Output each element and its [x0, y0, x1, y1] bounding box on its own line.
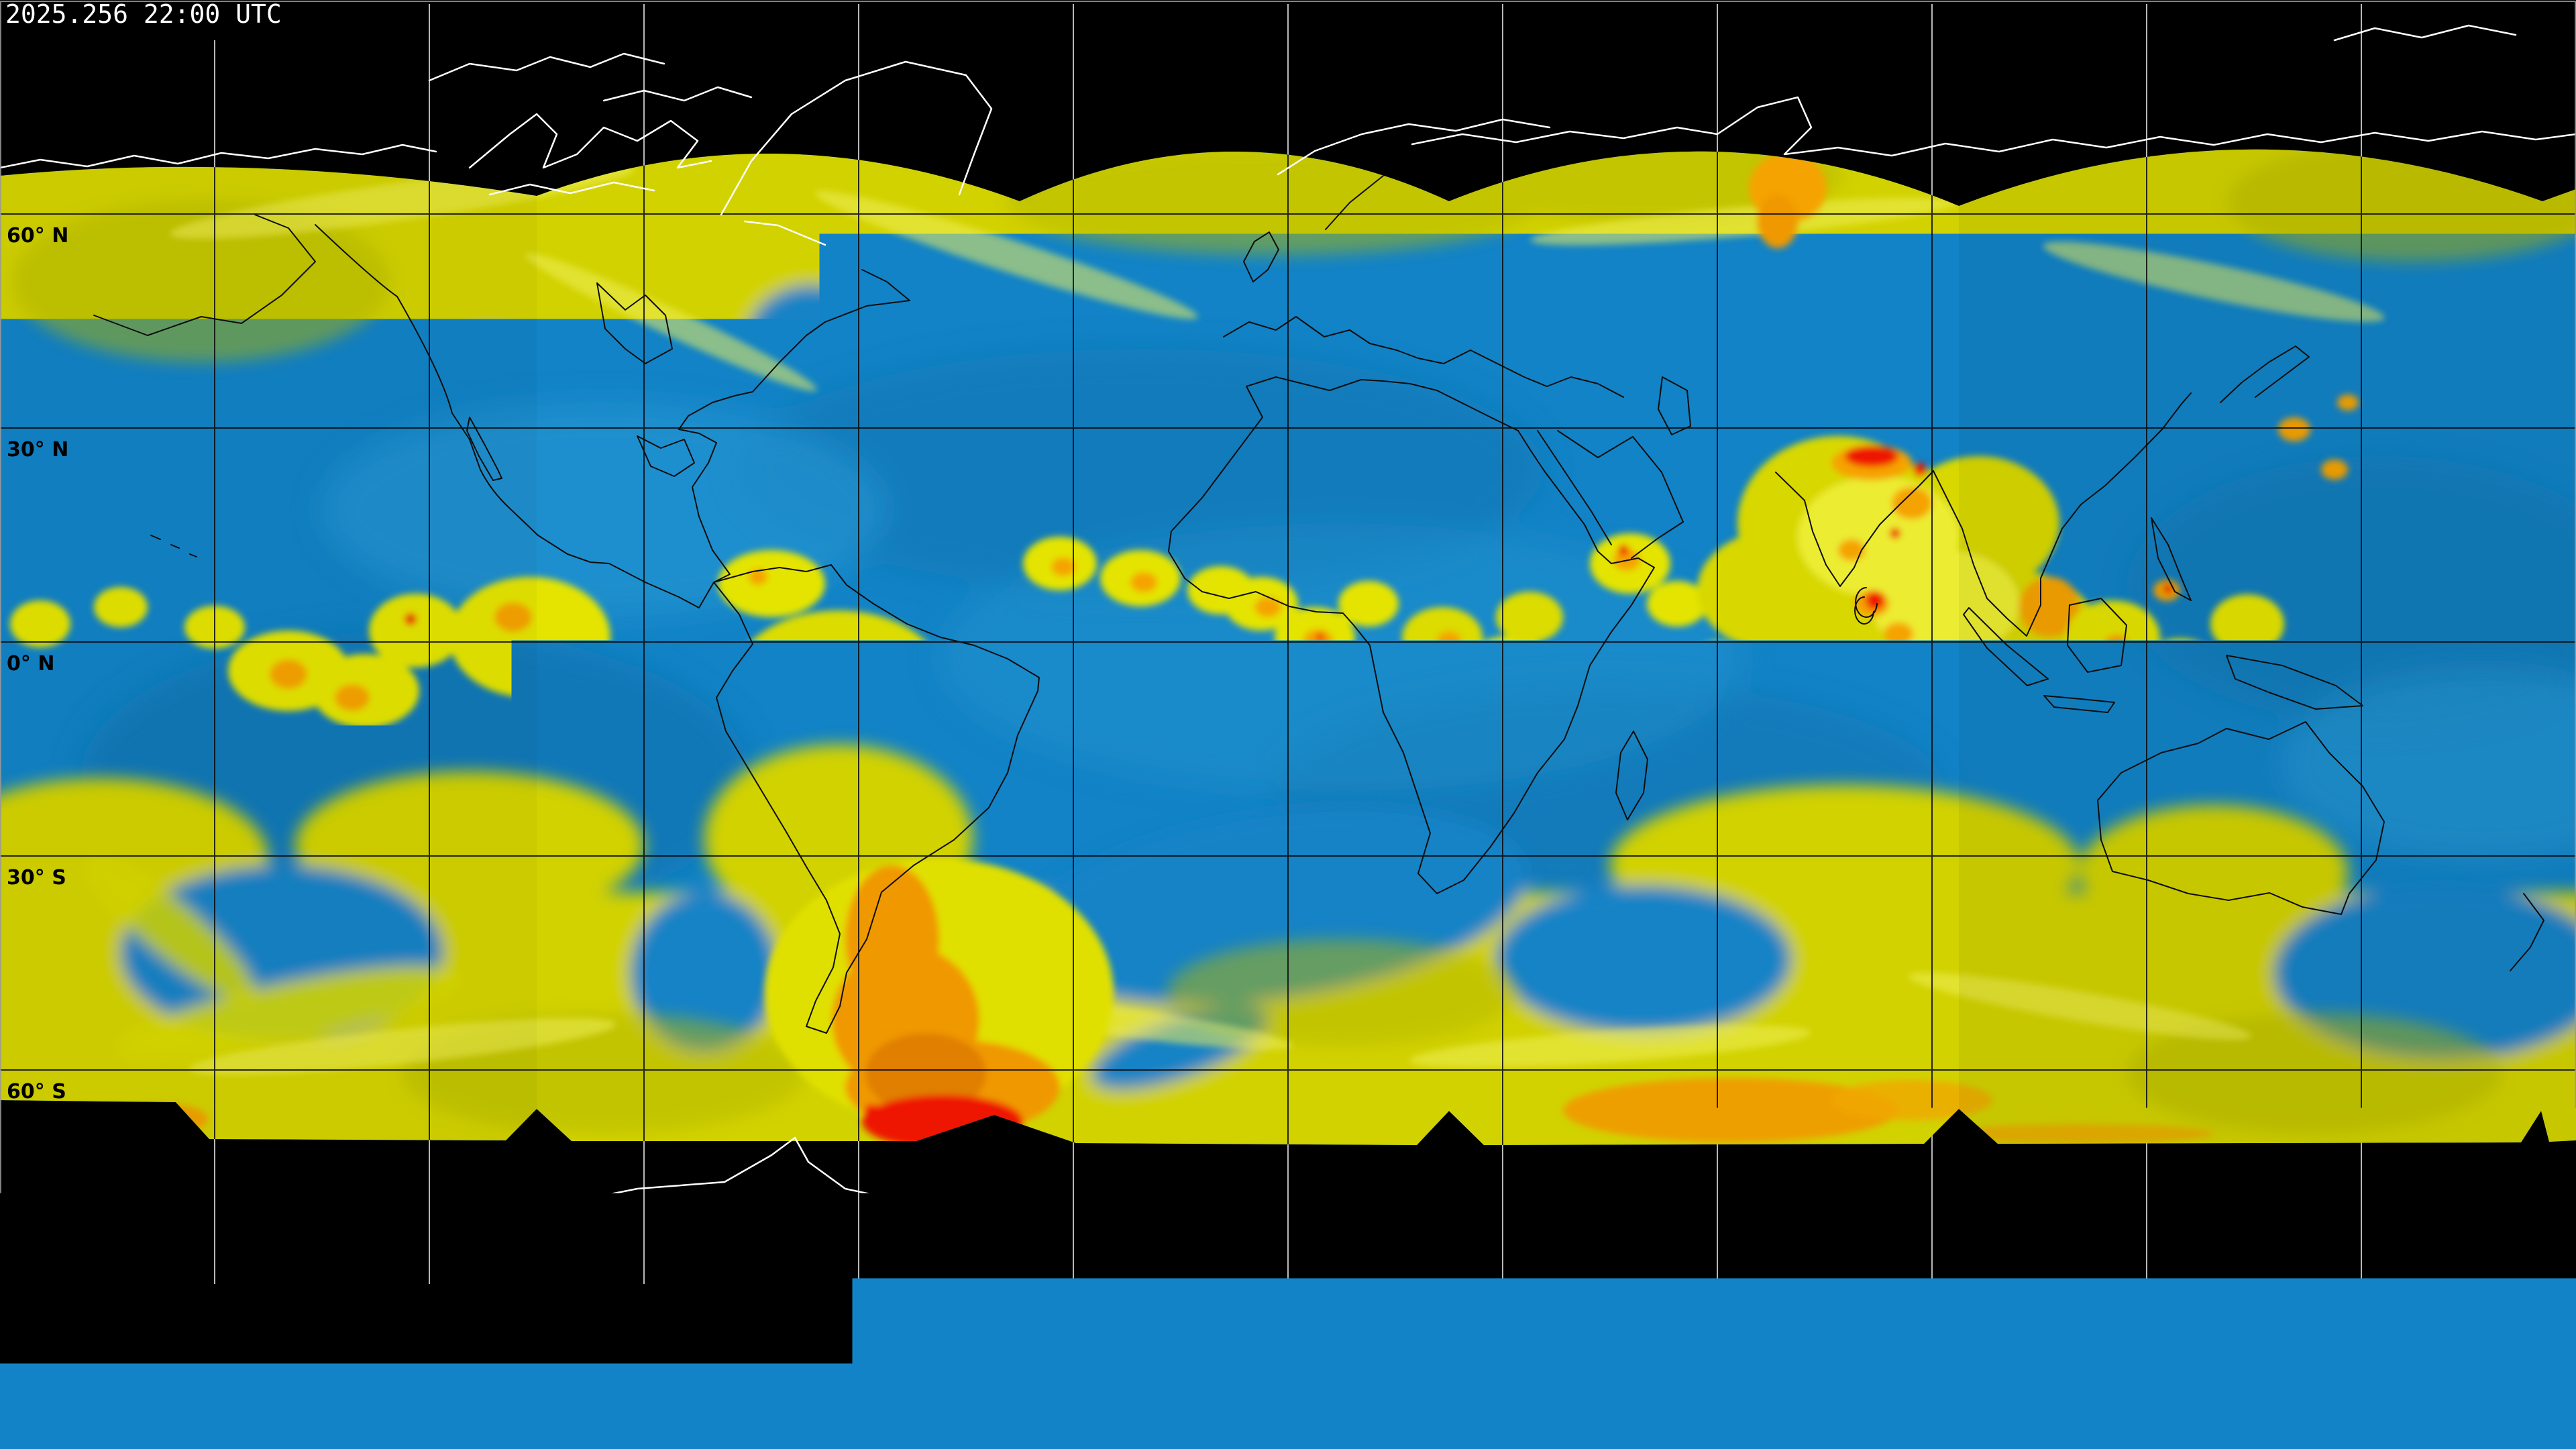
latitude-label-0n: 0° N [7, 652, 54, 676]
latitude-label-30n: 30° N [7, 438, 68, 462]
colorbar-tick-label: 180 [698, 1344, 741, 1371]
latitude-label-60n: 60° N [7, 224, 68, 248]
latitude-label-60s: 60° S [7, 1080, 66, 1104]
colorbar-tick-label: 250 [1308, 1344, 1352, 1371]
colorbar-tick-label: 200 [872, 1344, 916, 1371]
colorbar-tick-label: 190 [785, 1344, 828, 1371]
colorbar-tick-label: 260 [1395, 1344, 1439, 1371]
timestamp-label: 2025.256 22:00 UTC [5, 0, 282, 29]
colorbar-tick-label: 310 [1831, 1344, 1875, 1371]
colorbar-tick-label: 220 [1046, 1344, 1090, 1371]
colorbar-tick-label: 230 [1134, 1344, 1177, 1371]
satellite-water-vapor-viewer: 60° N 30° N 0° N 30° S 60° S 2025.256 22… [0, 0, 2576, 1449]
colorbar-title: Brightness Temperature in 6.75um, Kelvin [963, 1378, 1609, 1409]
colorbar-tick-label: 300 [1744, 1344, 1788, 1371]
colorbar-tick-label: 280 [1570, 1344, 1613, 1371]
colorbar-tick-label: 270 [1483, 1344, 1526, 1371]
colorbar-tick-label: 290 [1657, 1344, 1701, 1371]
latitude-label-30s: 30° S [7, 866, 66, 890]
colorbar-gradient [720, 1303, 1854, 1329]
colorbar-tick-label: 240 [1221, 1344, 1265, 1371]
colorbar-tick-label: 210 [959, 1344, 1003, 1371]
